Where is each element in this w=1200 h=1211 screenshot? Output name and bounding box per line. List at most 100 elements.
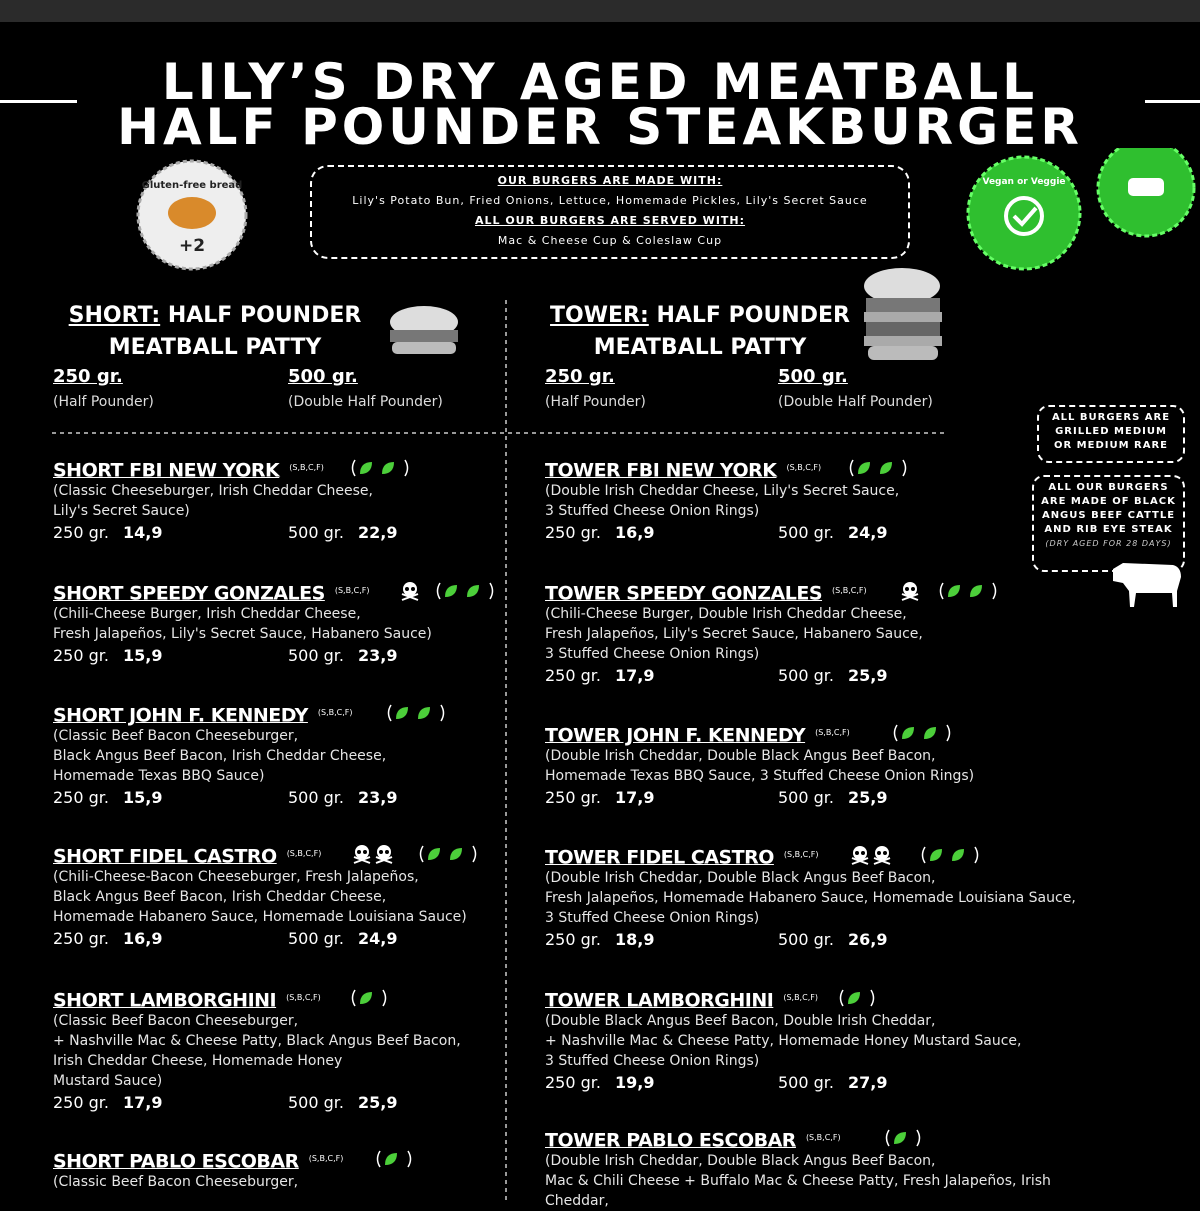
price-cell: 250 gr. 17,9 <box>545 786 654 810</box>
menu-item: TOWER JOHN F. KENNEDY (S,B,C,F) (Double Ir… <box>545 720 1105 810</box>
skull-eye <box>855 851 859 855</box>
check-icon <box>1004 196 1044 236</box>
price-size: 250 gr. <box>545 930 601 949</box>
price-cell: 250 gr. 14,9 <box>53 521 162 545</box>
price: 19,9 <box>614 1073 655 1092</box>
item-tags: (S,B,C,F) <box>783 993 818 1002</box>
skull <box>377 845 391 859</box>
item-description: + Nashville Mac & Cheese Patty, Homemade… <box>545 1033 1022 1049</box>
veg-leaf <box>952 849 964 861</box>
price: 18,9 <box>614 930 655 949</box>
price-cell: 250 gr. 16,9 <box>53 927 162 951</box>
item-description: Fresh Jalapeños, Lily's Secret Sauce, Ha… <box>53 626 432 642</box>
price-size: 250 gr. <box>545 788 601 807</box>
item-name: SHORT FBI NEW YORK <box>53 459 280 482</box>
item-description: (Chili-Cheese Burger, Irish Cheddar Chee… <box>53 606 361 622</box>
item-description: Homemade Habanero Sauce, Homemade Louisi… <box>53 909 467 925</box>
veg-leaf <box>902 727 914 739</box>
price: 27,9 <box>847 1073 888 1092</box>
crossbones <box>873 857 891 865</box>
item-tags: (S,B,C,F) <box>815 728 850 737</box>
item-tags: (S,B,C,F) <box>786 463 822 472</box>
item-name-line: TOWER SPEEDY GONZALES (S,B,C,F) <box>545 578 1105 604</box>
item-name-line: SHORT JOHN F. KENNEDY (S,B,C,F) <box>53 700 613 726</box>
price-row: 250 gr. 17,9 500 gr. 25,9 <box>545 664 1105 688</box>
menu-item: SHORT PABLO ESCOBAR (S,B,C,F) (Classic Bee… <box>53 1146 613 1192</box>
skull-eye <box>357 850 361 854</box>
price-row: 250 gr. 15,9 500 gr. 23,9 <box>53 786 613 810</box>
skull-eye <box>379 850 383 854</box>
price-cell: 250 gr. 19,9 <box>545 1071 654 1095</box>
item-name: TOWER JOHN F. KENNEDY <box>545 724 806 747</box>
price-size: 500 gr. <box>778 930 834 949</box>
header-title: HALF POUNDER <box>656 303 850 328</box>
veg-icons <box>939 582 997 600</box>
cow-shape <box>1113 563 1181 607</box>
price-row: 250 gr. 18,9 500 gr. 26,9 <box>545 928 1105 952</box>
item-name: TOWER FIDEL CASTRO <box>545 846 774 869</box>
price: 25,9 <box>357 1093 398 1112</box>
price-cell: 500 gr. 22,9 <box>288 521 397 545</box>
item-name-line: TOWER FIDEL CASTRO (S,B,C,F) <box>545 842 1105 868</box>
veg-leaf <box>858 462 870 474</box>
skull <box>403 582 417 596</box>
badge-price: +2 <box>179 236 205 256</box>
price: 14,9 <box>122 523 163 542</box>
crossbones <box>401 593 419 601</box>
item-description: (Double Irish Cheddar, Double Black Angu… <box>545 870 936 886</box>
size-note: (Double Half Pounder) <box>288 394 443 410</box>
header-title: HALF POUNDER <box>167 303 362 328</box>
veg-leaf <box>385 1153 397 1165</box>
price-size: 250 gr. <box>53 646 109 665</box>
veg-icons <box>885 1129 921 1147</box>
price-size: 250 gr. <box>53 523 109 542</box>
price: 16,9 <box>122 929 163 948</box>
skull-eye <box>411 587 415 591</box>
menu-item: SHORT JOHN F. KENNEDY (S,B,C,F) (Classic B… <box>53 700 613 810</box>
skull-eye <box>363 850 367 854</box>
paren <box>351 989 356 1007</box>
paren <box>436 582 441 600</box>
veg-leaf <box>894 1132 906 1144</box>
info-text: Mac & Cheese Cup & Coleslaw Cup <box>497 234 723 247</box>
item-name-line: SHORT PABLO ESCOBAR (S,B,C,F) <box>53 1146 613 1172</box>
veg-icons <box>436 582 494 600</box>
paren <box>870 989 875 1007</box>
item-name: SHORT FIDEL CASTRO <box>53 845 277 868</box>
veg-icons <box>921 846 979 864</box>
column-header: TOWER: HALF POUNDER MEATBALL PATTY <box>535 300 865 364</box>
price: 15,9 <box>122 646 163 665</box>
price: 26,9 <box>847 930 888 949</box>
title-line: LILY’S DRY AGED MEATBALL <box>161 53 1039 111</box>
item-name: TOWER FBI NEW YORK <box>545 459 777 482</box>
price-size: 250 gr. <box>545 523 601 542</box>
veg-icons <box>849 459 907 477</box>
price-row: 250 gr. 14,9 500 gr. 22,9 <box>53 521 613 545</box>
item-description: Fresh Jalapeños, Homemade Habanero Sauce… <box>545 890 1076 906</box>
item-tags: (S,B,C,F) <box>317 708 353 717</box>
item-name-line: SHORT LAMBORGHINI (S,B,C,F) <box>53 985 613 1011</box>
item-description: (Classic Beef Bacon Cheeseburger, <box>53 728 299 744</box>
item-name-line: TOWER PABLO ESCOBAR (S,B,C,F) <box>545 1125 1105 1151</box>
price-size: 500 gr. <box>288 523 344 542</box>
price: 17,9 <box>614 788 655 807</box>
item-description: Black Angus Beef Bacon, Irish Cheddar Ch… <box>53 748 387 764</box>
spice-icons <box>851 846 891 865</box>
veg-icons <box>839 989 875 1007</box>
item-description: (Double Irish Cheddar, Double Black Angu… <box>545 748 936 764</box>
info-title: ALL OUR BURGERS ARE SERVED WITH: <box>474 214 746 227</box>
price-row: 250 gr. 17,9 500 gr. 25,9 <box>545 786 1105 810</box>
item-description: Lily's Secret Sauce) <box>53 503 190 519</box>
menu-item: TOWER LAMBORGHINI (S,B,C,F) (Double Black … <box>545 985 1105 1095</box>
item-tags: (S,B,C,F) <box>286 849 322 858</box>
skull-eye <box>861 851 865 855</box>
size-weight: 250 gr. <box>53 366 123 387</box>
item-description: Mustard Sauce) <box>53 1073 163 1089</box>
menu-item: SHORT SPEEDY GONZALES (S,B,C,F) (Chili-Che… <box>53 578 613 668</box>
price: 24,9 <box>847 523 888 542</box>
burger-icon <box>390 306 458 354</box>
size-weight: 250 gr. <box>545 366 615 387</box>
veg-leaf <box>418 707 430 719</box>
item-description: Homemade Texas BBQ Sauce, 3 Stuffed Chee… <box>545 768 975 784</box>
price-size: 250 gr. <box>53 1093 109 1112</box>
